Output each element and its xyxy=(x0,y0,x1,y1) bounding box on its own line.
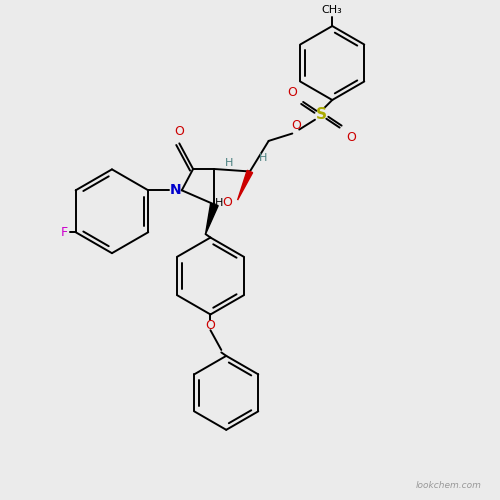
Polygon shape xyxy=(206,204,218,234)
Text: CH₃: CH₃ xyxy=(322,5,342,15)
Text: -H: -H xyxy=(212,198,224,207)
Text: O: O xyxy=(346,131,356,144)
Text: O: O xyxy=(174,126,184,138)
Text: H: H xyxy=(226,158,234,168)
Text: O: O xyxy=(222,196,232,209)
Text: O: O xyxy=(291,118,300,132)
Polygon shape xyxy=(238,170,252,200)
Text: O: O xyxy=(206,319,216,332)
Text: lookchem.com: lookchem.com xyxy=(416,481,482,490)
Text: F: F xyxy=(61,226,68,238)
Text: O: O xyxy=(287,86,296,98)
Text: H: H xyxy=(259,152,267,162)
Text: N: N xyxy=(170,184,181,198)
Text: S: S xyxy=(316,108,327,122)
